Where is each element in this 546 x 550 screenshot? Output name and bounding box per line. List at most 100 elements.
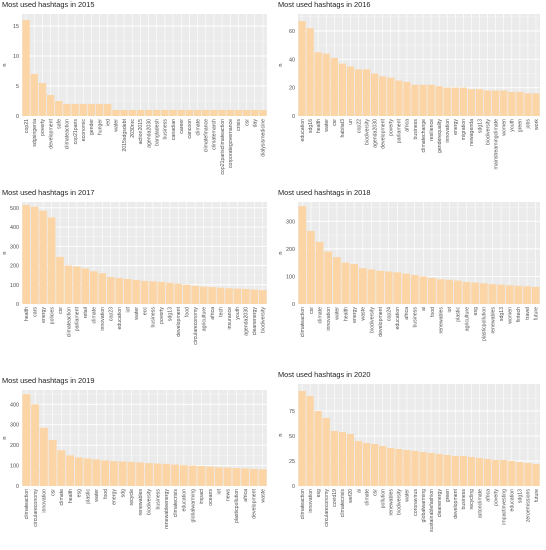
y-axis-label: n (2, 436, 8, 439)
chart-panel-2020: Most used hashtags in 2020 0 25 50 75 climat… (276, 370, 546, 550)
x-tick-label: poverty (159, 307, 165, 324)
x-tick-label: future (533, 307, 539, 320)
x-tick-label: climatecrisis (173, 489, 179, 518)
bar (330, 57, 338, 116)
x-tick-label: biodiversity (261, 307, 267, 333)
x-tick-label: health (68, 489, 74, 503)
x-tick-label: esg (316, 489, 322, 497)
bar (350, 264, 359, 304)
bar (241, 468, 250, 486)
bar (471, 282, 480, 304)
x-tick-label: innovation (308, 489, 314, 513)
x-tick-label: poverty (40, 119, 46, 136)
x-tick-label: action2015 (138, 119, 144, 144)
bar (106, 277, 115, 304)
x-tick-label: youth (235, 307, 241, 320)
bar (467, 89, 476, 116)
bar (514, 285, 523, 304)
y-tick-label: 0 (292, 484, 295, 490)
x-tick-label: water (405, 489, 411, 502)
x-tick-label: impactinvesting (502, 489, 508, 525)
chart-2019: 0 100 200 300 400 climateaction circulareconom… (2, 390, 267, 529)
x-tick-label: day (253, 119, 259, 128)
bar (419, 276, 428, 304)
x-tick-label: travel (525, 307, 531, 320)
bar (459, 87, 467, 116)
x-tick-label: biodiversity (485, 119, 491, 145)
x-tick-label: canadian (171, 119, 177, 140)
chart-2020: 0 25 50 75 climateaction innovation esg circula… (278, 384, 540, 532)
bar (298, 21, 306, 116)
bar (234, 110, 243, 116)
x-tick-label: climate (195, 119, 201, 136)
chart-title-2016: Most used hashtags in 2016 (278, 0, 371, 9)
bar (39, 210, 47, 304)
bar (118, 461, 127, 486)
bar (410, 275, 419, 304)
x-tick-label: parliament (75, 306, 81, 331)
chart-title-2017: Most used hashtags in 2017 (2, 188, 95, 197)
x-tick-label: iot (217, 488, 223, 494)
bar (56, 256, 64, 304)
bar (226, 110, 234, 116)
x-tick-label: development (252, 488, 258, 518)
x-tick-label: corporategovernance (228, 119, 234, 168)
x-tick-label: renewableenergy (164, 489, 170, 529)
bar (22, 394, 31, 486)
bar (191, 285, 199, 304)
x-tick-label: education (117, 307, 123, 330)
x-tick-label: renewables (138, 489, 144, 516)
x-tick-label: actonclimate (477, 489, 483, 518)
bar (354, 441, 363, 486)
x-tick-label: mainstreamingclimate (493, 119, 499, 170)
bar (298, 391, 306, 486)
bar (454, 280, 462, 304)
bar (371, 444, 379, 486)
bar (500, 460, 508, 486)
x-tick-label: climateaction (300, 489, 306, 519)
bar (427, 453, 435, 486)
chart-title-2015: Most used hashtags in 2015 (2, 0, 95, 9)
bar (218, 110, 226, 116)
plot-background (22, 14, 267, 116)
bar (128, 110, 136, 116)
bar (362, 443, 371, 486)
y-tick-label: 200 (10, 443, 19, 449)
x-tick-label: newagenda (469, 119, 475, 146)
x-tick-label: ied (106, 119, 112, 126)
bar (161, 110, 169, 116)
chart-2015: 0 5 10 15 cop21 sdgsingenia poverty development… (2, 14, 267, 175)
bar (188, 465, 197, 486)
x-tick-label: plasticpollution (234, 489, 240, 523)
bar (492, 460, 500, 486)
bar (259, 110, 267, 116)
y-tick-label: 300 (10, 423, 19, 429)
bar (177, 110, 185, 116)
bar (523, 286, 531, 304)
x-tick-label: 2030nrc (130, 119, 136, 138)
x-tick-label: business (461, 489, 467, 510)
x-tick-label: climateaction (65, 119, 71, 149)
chart-2018: 0 100 200 300 climateaction csr climate innovat… (278, 202, 540, 341)
bar (451, 87, 459, 116)
x-tick-label: renewables (490, 307, 496, 334)
bar (185, 110, 194, 116)
bar (532, 93, 540, 116)
bar (112, 110, 120, 116)
bar (214, 467, 223, 486)
bar (115, 278, 123, 304)
bar (333, 257, 341, 304)
x-tick-label: parliament (397, 118, 403, 143)
bar (166, 282, 174, 304)
x-tick-label: innovation (445, 119, 451, 143)
y-tick-label: 40 (289, 57, 295, 63)
bar (136, 462, 145, 486)
x-tick-label: health (316, 119, 322, 133)
x-tick-label: women (508, 307, 514, 324)
x-tick-label: bangladesh (155, 119, 161, 146)
x-tick-label: sdg16 (308, 119, 314, 133)
x-tick-label: business (155, 489, 161, 510)
x-tick-label: development (381, 118, 387, 148)
x-tick-label: tech (218, 307, 224, 317)
x-tick-label: water (114, 119, 120, 132)
